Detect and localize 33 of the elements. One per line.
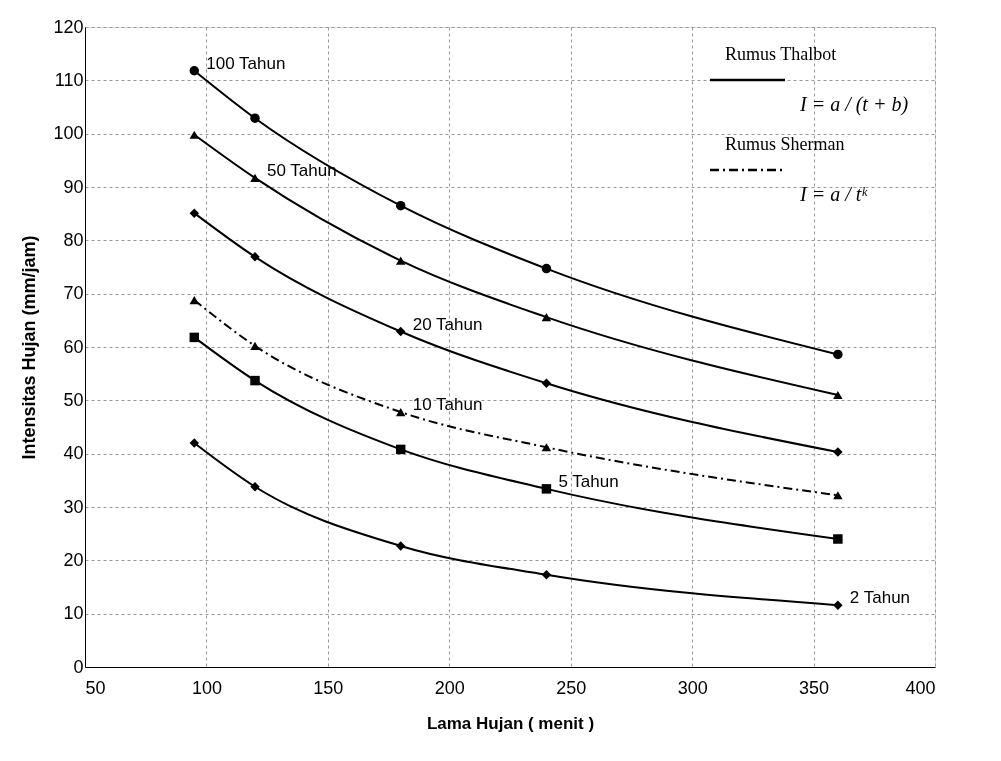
x-axis-title: Lama Hujan ( menit ) xyxy=(426,713,595,733)
annotation: Rumus Thalbot xyxy=(725,44,837,64)
y-tick-label: 70 xyxy=(63,283,84,304)
y-axis-title: Intensitas Hujan (mm/jam) xyxy=(19,235,40,460)
x-tick-label: 150 xyxy=(313,677,344,698)
y-tick-label: 100 xyxy=(53,123,84,144)
y-tick-label: 110 xyxy=(54,69,84,90)
y-tick-label: 80 xyxy=(63,229,84,250)
annotation: 50 Tahun xyxy=(267,160,337,180)
annotation: Rumus Sherman xyxy=(725,134,845,154)
x-tick-label: 400 xyxy=(905,677,936,698)
annotation: I = a / (t + b) xyxy=(799,93,909,116)
y-tick-label: 20 xyxy=(63,549,84,570)
y-tick-label: 40 xyxy=(63,443,84,464)
x-tick-label: 50 xyxy=(85,677,106,698)
annotation: I = a / tᵏ xyxy=(799,183,869,205)
x-tick-label: 300 xyxy=(677,677,708,698)
y-tick-label: 120 xyxy=(53,16,84,37)
y-tick-label: 90 xyxy=(63,176,84,197)
x-tick-label: 200 xyxy=(434,677,465,698)
annotation: 2 Tahun xyxy=(849,588,911,608)
annotation: 20 Tahun xyxy=(412,314,483,334)
x-tick-label: 350 xyxy=(799,677,830,698)
x-tick-label: 100 xyxy=(191,677,222,698)
annotation: 100 Tahun xyxy=(206,53,286,73)
x-tick-label: 250 xyxy=(556,677,587,698)
annotation: 5 Tahun xyxy=(558,471,619,491)
y-tick-label: 60 xyxy=(63,336,84,357)
y-tick-label: 0 xyxy=(73,656,84,677)
y-tick-label: 10 xyxy=(63,603,84,624)
y-tick-label: 50 xyxy=(63,389,84,410)
y-tick-label: 30 xyxy=(63,496,84,517)
annotation: 10 Tahun xyxy=(412,395,483,415)
